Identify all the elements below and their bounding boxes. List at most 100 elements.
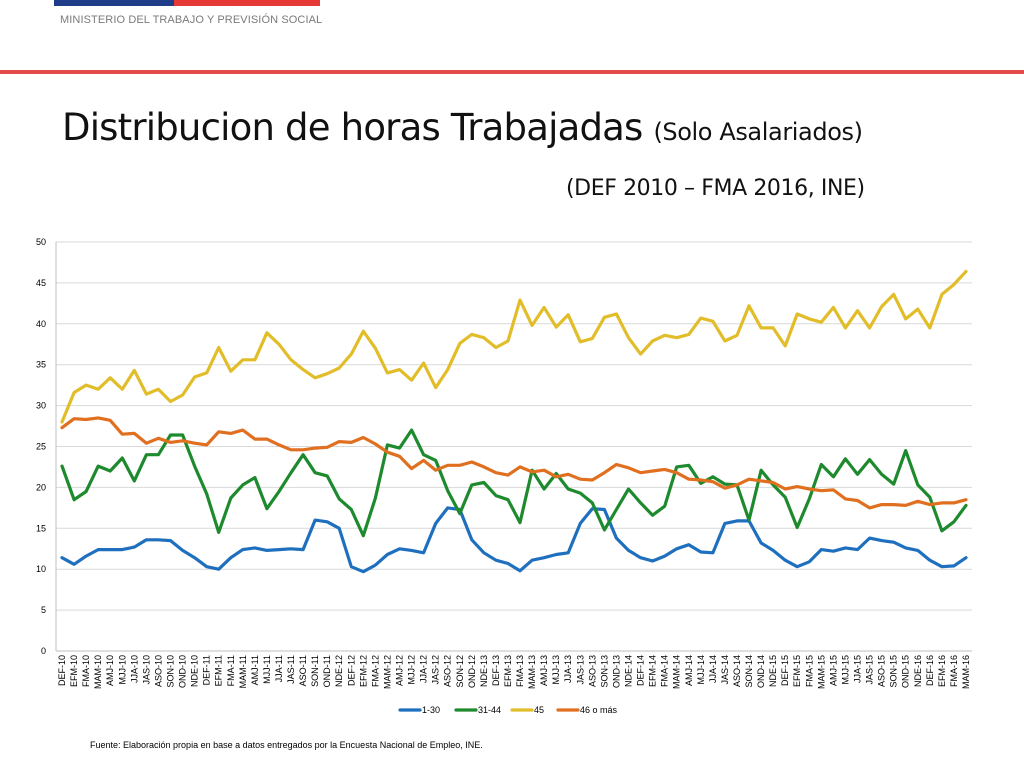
- x-tick-label: JAS-13: [575, 655, 585, 685]
- series-line-1: [60, 428, 968, 538]
- x-tick-label: SON-15: [889, 655, 899, 688]
- x-tick-label: JJA-14: [708, 655, 718, 683]
- x-tick-label: FMA-16: [949, 655, 959, 687]
- x-tick-label: ASO-15: [877, 655, 887, 687]
- x-tick-label: JAS-15: [865, 655, 875, 685]
- header-rule: [0, 70, 1024, 74]
- x-tick-label: MJJ-13: [551, 655, 561, 685]
- x-tick-label: DEF-16: [925, 655, 935, 686]
- x-tick-label: ASO-12: [443, 655, 453, 687]
- x-tick-label: NDE-10: [190, 655, 200, 687]
- x-tick-label: EFM-11: [214, 655, 224, 686]
- x-tick-label: EFM-10: [69, 655, 79, 687]
- y-tick-label: 15: [36, 523, 46, 533]
- x-tick-label: MAM-14: [672, 655, 682, 689]
- x-tick-label: DEF-10: [57, 655, 67, 686]
- x-tick-label: JAS-10: [141, 655, 151, 685]
- x-tick-label: NDE-12: [334, 655, 344, 687]
- x-tick-label: AMJ-15: [828, 655, 838, 686]
- x-tick-label: EFM-14: [648, 655, 658, 687]
- x-tick-label: DEF-15: [780, 655, 790, 686]
- x-tick-label: NDE-13: [479, 655, 489, 687]
- x-tick-label: JAS-11: [286, 655, 296, 684]
- x-tick-label: MJJ-10: [117, 655, 127, 685]
- x-tick-label: MJJ-15: [840, 655, 850, 685]
- x-tick-label: SON-10: [166, 655, 176, 688]
- x-tick-label: NDE-14: [624, 655, 634, 687]
- y-tick-label: 35: [36, 360, 46, 370]
- legend-label: 45: [534, 705, 544, 715]
- x-tick-label: EFM-13: [503, 655, 513, 687]
- ministry-name: MINISTERIO DEL TRABAJO Y PREVISIÓN SOCIA…: [60, 14, 323, 26]
- brand-flag-red: [174, 0, 320, 6]
- source-note: Fuente: Elaboración propia en base a dat…: [90, 740, 483, 750]
- x-tick-label: SON-12: [455, 655, 465, 688]
- x-tick-label: DEF-14: [636, 655, 646, 686]
- x-tick-label: FMA-11: [226, 655, 236, 686]
- y-tick-label: 30: [36, 401, 46, 411]
- x-tick-label: DEF-11: [202, 655, 212, 685]
- x-tick-label: OND-14: [756, 655, 766, 688]
- y-tick-label: 50: [36, 237, 46, 247]
- legend-label: 1-30: [422, 705, 440, 715]
- x-tick-label: JJA-12: [419, 655, 429, 683]
- x-tick-label: NDE-15: [768, 655, 778, 687]
- series-line-0: [60, 506, 968, 574]
- x-tick-label: OND-13: [611, 655, 621, 688]
- x-tick-label: SON-14: [744, 655, 754, 688]
- x-tick-label: FMA-13: [515, 655, 525, 687]
- x-tick-label: NDE-16: [913, 655, 923, 687]
- y-tick-label: 45: [36, 278, 46, 288]
- x-tick-label: MAM-11: [238, 655, 248, 688]
- x-tick-label: MAM-12: [382, 655, 392, 689]
- x-tick-label: AMJ-13: [539, 655, 549, 686]
- x-tick-label: OND-11: [322, 655, 332, 687]
- x-tick-label: JAS-12: [431, 655, 441, 685]
- x-tick-label: MAM-16: [961, 655, 971, 689]
- brand-flag-blue: [54, 0, 174, 6]
- page-subtitle: (DEF 2010 – FMA 2016, INE): [566, 176, 865, 201]
- x-tick-label: SON-11: [310, 655, 320, 687]
- x-tick-label: FMA-10: [81, 655, 91, 687]
- y-tick-label: 40: [36, 319, 46, 329]
- y-tick-label: 20: [36, 482, 46, 492]
- x-tick-label: MAM-15: [816, 655, 826, 689]
- x-tick-label: FMA-15: [804, 655, 814, 687]
- x-tick-label: OND-10: [178, 655, 188, 688]
- x-tick-label: FMA-14: [660, 655, 670, 687]
- y-tick-label: 5: [41, 605, 46, 615]
- x-tick-label: DEF-13: [491, 655, 501, 686]
- x-tick-label: MAM-10: [93, 655, 103, 689]
- x-tick-label: EFM-16: [937, 655, 947, 687]
- x-tick-label: ASO-14: [732, 655, 742, 687]
- x-tick-label: OND-12: [467, 655, 477, 688]
- x-tick-label: AMJ-14: [684, 655, 694, 686]
- x-tick-label: MJJ-14: [696, 655, 706, 685]
- x-tick-label: ASO-10: [153, 655, 163, 687]
- x-tick-label: JJA-15: [853, 655, 863, 683]
- x-tick-label: FMA-12: [370, 655, 380, 687]
- x-tick-label: MJJ-11: [262, 655, 272, 684]
- x-tick-label: ASO-13: [587, 655, 597, 687]
- x-tick-label: SON-13: [599, 655, 609, 688]
- y-tick-label: 25: [36, 442, 46, 452]
- x-tick-label: MJJ-12: [407, 655, 417, 685]
- series-line-2: [60, 269, 968, 424]
- y-tick-label: 0: [41, 646, 46, 656]
- x-tick-label: AMJ-11: [250, 655, 260, 685]
- x-tick-label: AMJ-12: [395, 655, 405, 686]
- title-main: Distribucion de horas Trabajadas: [62, 106, 643, 149]
- page-title: Distribucion de horas Trabajadas (Solo A…: [62, 106, 863, 149]
- x-tick-label: OND-15: [901, 655, 911, 688]
- legend-label: 46 o más: [580, 705, 618, 715]
- series-line-3: [60, 416, 968, 510]
- x-tick-label: AMJ-10: [105, 655, 115, 686]
- title-sub: (Solo Asalariados): [653, 118, 863, 146]
- x-tick-label: ASO-11: [298, 655, 308, 686]
- x-tick-label: JJA-11: [274, 655, 284, 682]
- x-tick-label: EFM-15: [792, 655, 802, 687]
- legend-label: 31-44: [478, 705, 501, 715]
- x-tick-label: EFM-12: [358, 655, 368, 687]
- x-tick-label: MAM-13: [527, 655, 537, 689]
